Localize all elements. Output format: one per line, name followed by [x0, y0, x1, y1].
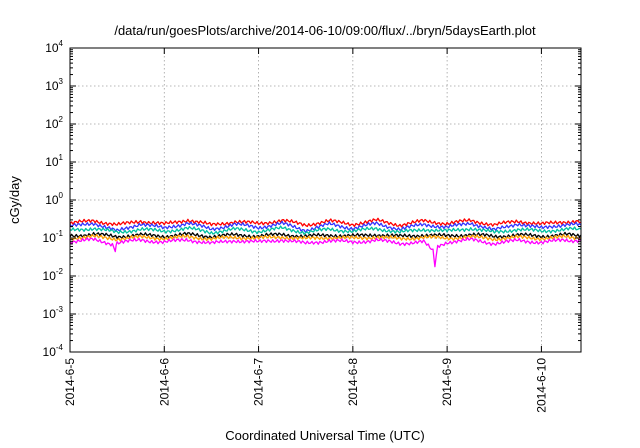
chart-title: /data/run/goesPlots/archive/2014-06-10/0… [114, 23, 536, 38]
x-axis-label: Coordinated Universal Time (UTC) [225, 428, 424, 443]
y-tick-label: 10-2 [43, 267, 64, 283]
x-tick-label: 2014-6-8 [346, 358, 360, 406]
x-tick-labels: 2014-6-5 2014-6-6 2014-6-7 2014-6-8 2014-6-9… [63, 358, 548, 413]
series-layer [69, 217, 582, 268]
y-tick-label: 100 [45, 191, 63, 207]
y-tick-exponent: 2 [59, 115, 64, 124]
y-tick-exponent: 1 [59, 153, 64, 162]
y-tick-exponent: 4 [59, 39, 64, 48]
y-tick-base: 10 [45, 155, 59, 169]
y-tick-exponent: 3 [59, 77, 64, 86]
y-tick-base: 10 [45, 117, 59, 131]
y-tick-label: 101 [45, 153, 63, 169]
y-tick-exponent: -3 [56, 305, 64, 314]
y-tick-label: 10-3 [43, 305, 64, 321]
series-line-1 [69, 217, 582, 228]
x-tick-label: 2014-6-9 [440, 358, 454, 406]
x-tick-label: 2014-6-7 [252, 358, 266, 406]
axis-ticks [69, 47, 581, 353]
x-tick-label: 2014-6-5 [63, 358, 77, 406]
series-line-6 [69, 237, 582, 268]
y-tick-exponent: 0 [59, 191, 64, 200]
y-tick-label: 102 [45, 115, 63, 131]
y-tick-base: 10 [43, 345, 57, 359]
y-tick-label: 104 [45, 39, 63, 55]
y-tick-label: 103 [45, 77, 63, 93]
y-tick-label: 10-4 [43, 343, 64, 359]
y-tick-exponent: -4 [56, 343, 64, 352]
series-line-5 [69, 233, 582, 242]
y-axis-label: cGy/day [7, 176, 22, 224]
y-tick-base: 10 [43, 307, 57, 321]
y-tick-base: 10 [43, 269, 57, 283]
y-tick-base: 10 [45, 79, 59, 93]
gridlines [70, 48, 581, 352]
y-tick-base: 10 [43, 231, 57, 245]
y-tick-exponent: -1 [56, 229, 64, 238]
x-tick-label: 2014-6-6 [157, 358, 171, 406]
series-line-2 [69, 220, 582, 234]
y-tick-base: 10 [45, 193, 59, 207]
y-tick-exponent: -2 [56, 267, 64, 276]
series-line-3 [69, 225, 582, 235]
y-tick-base: 10 [45, 41, 59, 55]
series-line-4 [69, 231, 582, 240]
y-tick-label: 10-1 [43, 229, 64, 245]
x-tick-label: 2014-6-10 [534, 358, 548, 413]
